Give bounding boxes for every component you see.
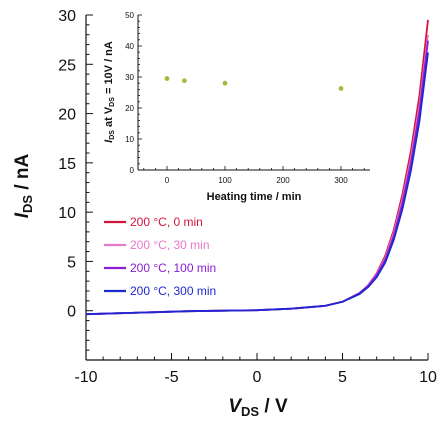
- y-tick-label: 20: [58, 107, 76, 124]
- series-line-3: [85, 52, 429, 316]
- y-tick-label: 15: [58, 156, 76, 173]
- y-tick-label: 0: [67, 304, 76, 321]
- inset-y-tick-label: 0: [130, 166, 135, 175]
- y-axis-title: IDS / nA: [12, 153, 35, 218]
- x-tick-label: 0: [253, 369, 262, 386]
- legend-label: 200 °C, 100 min: [130, 261, 216, 275]
- x-tick-label: 5: [338, 369, 347, 386]
- inset-data-point: [182, 78, 187, 84]
- inset-data-point: [338, 86, 344, 91]
- inset-y-tick-label: 50: [125, 11, 134, 20]
- inset-chart: 0 10 20 30 40 50 0 100 200 300: [125, 11, 370, 185]
- x-axis-title: VDS / V: [228, 396, 288, 419]
- main-curves: [85, 19, 429, 316]
- inset-x-axis-title: Heating time / min: [207, 191, 302, 203]
- y-tick-label: 10: [58, 205, 76, 222]
- y-tick-label: 5: [67, 254, 76, 271]
- legend-label: 200 °C, 0 min: [130, 215, 203, 229]
- inset-y-axis-title: IDS at VDS = 10V / nA: [103, 41, 116, 143]
- inset-x-tick-label: 200: [276, 176, 290, 185]
- inset-x-tick-label: 0: [165, 176, 170, 185]
- y-tick-label: 25: [58, 57, 76, 74]
- inset-y-tick-label: 40: [125, 42, 134, 51]
- x-tick-label: -5: [164, 369, 178, 386]
- inset-x-tick-label: 300: [334, 176, 348, 185]
- legend: 200 °C, 0 min 200 °C, 30 min 200 °C, 100 m…: [104, 215, 216, 298]
- x-tick-label: 10: [419, 369, 437, 386]
- x-tick-label: -10: [74, 369, 97, 386]
- main-axes: 0 5 10 15 20 25 30 -10 -5 0 5 10: [58, 8, 437, 386]
- inset-data-point: [164, 76, 170, 81]
- inset-x-tick-label: 100: [218, 176, 232, 185]
- legend-label: 200 °C, 30 min: [130, 238, 210, 252]
- y-tick-label: 30: [58, 8, 76, 25]
- legend-label: 200 °C, 300 min: [130, 284, 216, 298]
- inset-y-tick-label: 30: [125, 73, 134, 82]
- inset-data-point: [222, 80, 228, 86]
- inset-y-tick-label: 10: [125, 135, 134, 144]
- inset-y-tick-label: 20: [125, 104, 134, 113]
